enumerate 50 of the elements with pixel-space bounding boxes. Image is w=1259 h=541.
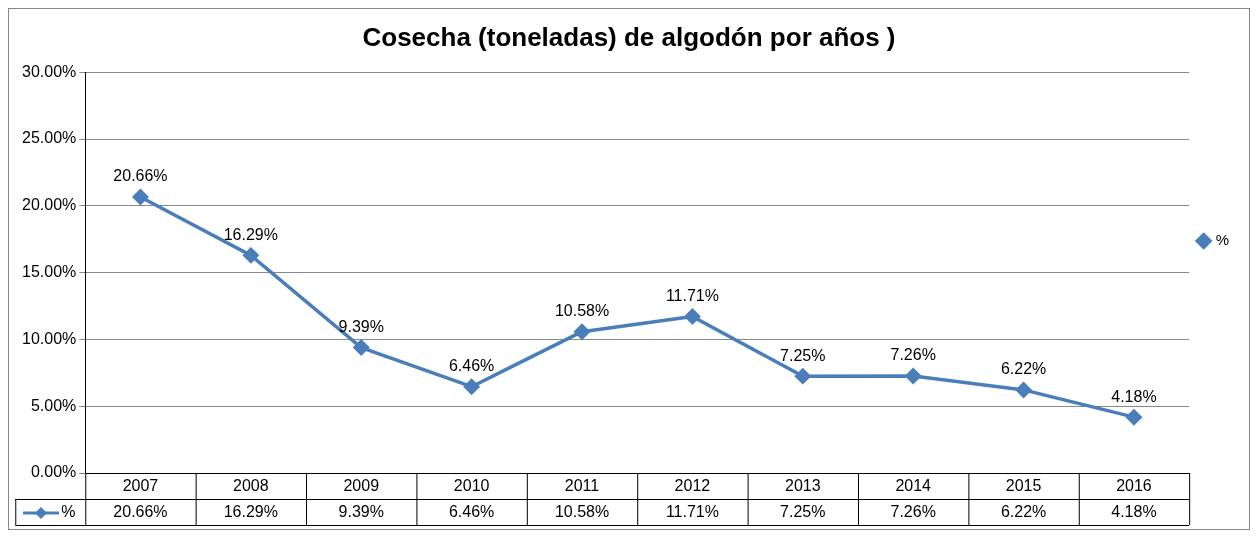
- point: [463, 378, 480, 395]
- x-tick-label: 2015: [1005, 477, 1042, 495]
- data-label: 4.18%: [1111, 503, 1157, 521]
- y-tick-label: 10.00%: [22, 329, 77, 347]
- text: 9.39%: [338, 317, 384, 335]
- y-tick-label: 15.00%: [22, 263, 77, 281]
- x-tick-label: 2012: [674, 477, 711, 495]
- x-tick-label: 2008: [233, 477, 269, 495]
- point: [132, 189, 149, 205]
- y-tick-label: 20.00%: [22, 196, 77, 214]
- point: [353, 339, 369, 356]
- x-tick-label: 2013: [785, 477, 821, 495]
- text: 16.29%: [223, 225, 278, 243]
- data-label: 6.46%: [448, 503, 495, 521]
- point: [795, 368, 811, 384]
- y-tick-label: 5.00%: [30, 396, 77, 414]
- x-tick-label: 2007: [122, 477, 159, 495]
- text: 7.25%: [780, 346, 826, 364]
- data-label: 10.58%: [554, 503, 610, 521]
- point: [1015, 382, 1032, 398]
- y-tick-label: 25.00%: [22, 129, 77, 147]
- text: 10.58%: [554, 302, 610, 320]
- data-label: 7.26%: [890, 503, 936, 521]
- data-label: 20.66%: [113, 503, 168, 521]
- point: [684, 308, 701, 325]
- text: 6.46%: [448, 357, 495, 375]
- data-label: 6.22%: [1000, 503, 1047, 521]
- text: 6.22%: [1000, 360, 1047, 378]
- point: [574, 323, 590, 340]
- data-label: 11.71%: [665, 503, 719, 521]
- x-tick-label: 2009: [343, 477, 380, 495]
- data-label: 9.39%: [338, 503, 384, 521]
- text: 20.66%: [113, 167, 168, 185]
- x-tick-label: 2011: [564, 477, 600, 495]
- point: [905, 368, 921, 384]
- y-tick-label: 0.00%: [30, 463, 77, 481]
- x-tick-label: 2014: [895, 477, 932, 495]
- x-tick-label: 2016: [1116, 477, 1152, 495]
- point: [243, 247, 259, 264]
- data-label: 7.25%: [780, 503, 826, 521]
- data-label: 16.29%: [223, 503, 278, 521]
- text: 11.71%: [665, 286, 719, 304]
- text: 7.26%: [890, 346, 936, 364]
- text: 4.18%: [1111, 387, 1157, 405]
- chart-title: Cosecha (toneladas) de algodón por años ): [362, 21, 896, 52]
- legend-label: %: [1215, 231, 1230, 249]
- x-tick-label: 2010: [453, 477, 490, 495]
- text: %: [61, 503, 76, 521]
- y-tick-label: 30.00%: [22, 62, 77, 80]
- point: [1126, 409, 1142, 425]
